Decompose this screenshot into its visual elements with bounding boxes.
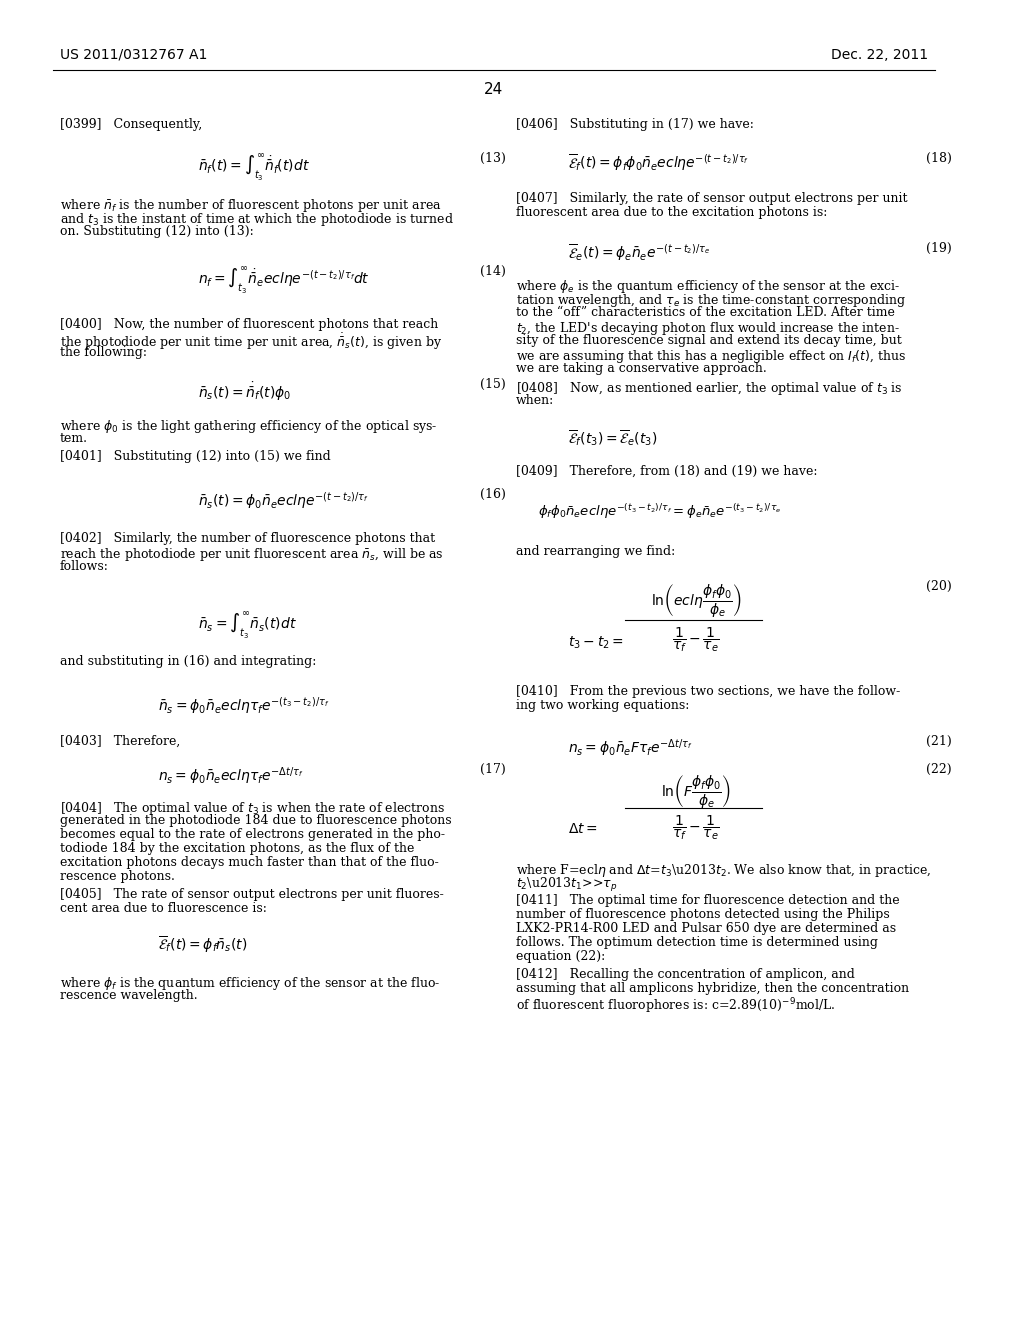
Text: where F=ecl$\eta$ and $\Delta t$=$t_3$\u2013$t_2$. We also know that, in practic: where F=ecl$\eta$ and $\Delta t$=$t_3$\u… xyxy=(516,862,932,879)
Text: tem.: tem. xyxy=(59,432,88,445)
Text: rescence wavelength.: rescence wavelength. xyxy=(59,989,198,1002)
Text: (21): (21) xyxy=(926,735,951,748)
Text: $t_2$\u2013$t_1$>>$\tau_p$: $t_2$\u2013$t_1$>>$\tau_p$ xyxy=(516,876,617,894)
Text: sity of the fluorescence signal and extend its decay time, but: sity of the fluorescence signal and exte… xyxy=(516,334,902,347)
Text: $n_s = \phi_0 \bar{n}_e F\tau_f e^{-\Delta t/\tau_f}$: $n_s = \phi_0 \bar{n}_e F\tau_f e^{-\Del… xyxy=(568,737,692,759)
Text: when:: when: xyxy=(516,393,554,407)
Text: [0412]   Recalling the concentration of amplicon, and: [0412] Recalling the concentration of am… xyxy=(516,968,855,981)
Text: [0399]   Consequently,: [0399] Consequently, xyxy=(59,117,202,131)
Text: Dec. 22, 2011: Dec. 22, 2011 xyxy=(830,48,928,62)
Text: where $\phi_0$ is the light gathering efficiency of the optical sys-: where $\phi_0$ is the light gathering ef… xyxy=(59,418,437,436)
Text: cent area due to fluorescence is:: cent area due to fluorescence is: xyxy=(59,902,266,915)
Text: rescence photons.: rescence photons. xyxy=(59,870,175,883)
Text: [0406]   Substituting in (17) we have:: [0406] Substituting in (17) we have: xyxy=(516,117,754,131)
Text: [0400]   Now, the number of fluorescent photons that reach: [0400] Now, the number of fluorescent ph… xyxy=(59,318,438,331)
Text: (17): (17) xyxy=(480,763,506,776)
Text: $\ln\!\left(ecl\eta\dfrac{\phi_f\phi_0}{\phi_e}\right)$: $\ln\!\left(ecl\eta\dfrac{\phi_f\phi_0}{… xyxy=(651,582,741,619)
Text: the photodiode per unit time per unit area, $\dot{\bar{n}}_s(t)$, is given by: the photodiode per unit time per unit ar… xyxy=(59,333,442,352)
Text: $t_3 - t_2 = $: $t_3 - t_2 = $ xyxy=(568,635,624,651)
Text: (13): (13) xyxy=(480,152,506,165)
Text: equation (22):: equation (22): xyxy=(516,950,605,964)
Text: becomes equal to the rate of electrons generated in the pho-: becomes equal to the rate of electrons g… xyxy=(59,828,444,841)
Text: (14): (14) xyxy=(480,265,506,279)
Text: $\bar{n}_s(t) = \phi_0 \bar{n}_e ecl\eta e^{-(t-t_2)/\tau_f}$: $\bar{n}_s(t) = \phi_0 \bar{n}_e ecl\eta… xyxy=(198,490,369,511)
Text: $\phi_f \phi_0 \bar{n}_e ecl\eta e^{-(t_3-t_2)/\tau_f} = \phi_e \bar{n}_e e^{-(t: $\phi_f \phi_0 \bar{n}_e ecl\eta e^{-(t_… xyxy=(539,502,781,521)
Text: [0401]   Substituting (12) into (15) we find: [0401] Substituting (12) into (15) we fi… xyxy=(59,450,331,463)
Text: $\overline{\mathcal{E}}_f(t_3) = \overline{\mathcal{E}}_e(t_3)$: $\overline{\mathcal{E}}_f(t_3) = \overli… xyxy=(568,428,657,447)
Text: [0402]   Similarly, the number of fluorescence photons that: [0402] Similarly, the number of fluoresc… xyxy=(59,532,435,545)
Text: $\bar{n}_s = \int_{t_3}^{\infty} \bar{n}_s(t)dt$: $\bar{n}_s = \int_{t_3}^{\infty} \bar{n}… xyxy=(198,610,296,640)
Text: $\Delta t = $: $\Delta t = $ xyxy=(568,822,598,836)
Text: (22): (22) xyxy=(926,763,951,776)
Text: number of fluorescence photons detected using the Philips: number of fluorescence photons detected … xyxy=(516,908,890,921)
Text: [0409]   Therefore, from (18) and (19) we have:: [0409] Therefore, from (18) and (19) we … xyxy=(516,465,817,478)
Text: assuming that all amplicons hybridize, then the concentration: assuming that all amplicons hybridize, t… xyxy=(516,982,909,995)
Text: $\dfrac{1}{\tau_f} - \dfrac{1}{\tau_e}$: $\dfrac{1}{\tau_f} - \dfrac{1}{\tau_e}$ xyxy=(673,813,720,842)
Text: follows:: follows: xyxy=(59,560,109,573)
Text: LXK2-PR14-R00 LED and Pulsar 650 dye are determined as: LXK2-PR14-R00 LED and Pulsar 650 dye are… xyxy=(516,921,896,935)
Text: $\bar{n}_f(t) = \int_{t_3}^{\infty} \dot{\bar{n}}_f(t)dt$: $\bar{n}_f(t) = \int_{t_3}^{\infty} \dot… xyxy=(198,152,309,182)
Text: ing two working equations:: ing two working equations: xyxy=(516,700,689,711)
Text: we are assuming that this has a negligible effect on $I_f(t)$, thus: we are assuming that this has a negligib… xyxy=(516,348,906,366)
Text: the following:: the following: xyxy=(59,346,146,359)
Text: $t_2$, the LED's decaying photon flux would increase the inten-: $t_2$, the LED's decaying photon flux wo… xyxy=(516,319,900,337)
Text: fluorescent area due to the excitation photons is:: fluorescent area due to the excitation p… xyxy=(516,206,827,219)
Text: [0405]   The rate of sensor output electrons per unit fluores-: [0405] The rate of sensor output electro… xyxy=(59,888,443,902)
Text: follows. The optimum detection time is determined using: follows. The optimum detection time is d… xyxy=(516,936,878,949)
Text: $\overline{\mathcal{E}}_f(t) = \phi_f \bar{n}_s(t)$: $\overline{\mathcal{E}}_f(t) = \phi_f \b… xyxy=(158,935,248,956)
Text: $\overline{\mathcal{E}}_f(t) = \phi_f \phi_0 \bar{n}_e ecl\eta e^{-(t-t_2)/\tau_: $\overline{\mathcal{E}}_f(t) = \phi_f \p… xyxy=(568,152,749,173)
Text: generated in the photodiode 184 due to fluorescence photons: generated in the photodiode 184 due to f… xyxy=(59,814,452,828)
Text: $\bar{n}_s = \phi_0 \bar{n}_e ecl\eta \tau_f e^{-(t_3-t_2)/\tau_f}$: $\bar{n}_s = \phi_0 \bar{n}_e ecl\eta \t… xyxy=(158,696,330,715)
Text: excitation photons decays much faster than that of the fluo-: excitation photons decays much faster th… xyxy=(59,855,438,869)
Text: (19): (19) xyxy=(926,242,951,255)
Text: (20): (20) xyxy=(926,579,951,593)
Text: [0410]   From the previous two sections, we have the follow-: [0410] From the previous two sections, w… xyxy=(516,685,900,698)
Text: on. Substituting (12) into (13):: on. Substituting (12) into (13): xyxy=(59,224,254,238)
Text: (15): (15) xyxy=(480,378,506,391)
Text: we are taking a conservative approach.: we are taking a conservative approach. xyxy=(516,362,767,375)
Text: of fluorescent fluorophores is: c=2.89(10)$^{-9}$mol/L.: of fluorescent fluorophores is: c=2.89(1… xyxy=(516,997,836,1015)
Text: [0403]   Therefore,: [0403] Therefore, xyxy=(59,735,180,748)
Text: where $\phi_f$ is the quantum efficiency of the sensor at the fluo-: where $\phi_f$ is the quantum efficiency… xyxy=(59,975,440,993)
Text: [0408]   Now, as mentioned earlier, the optimal value of $t_3$ is: [0408] Now, as mentioned earlier, the op… xyxy=(516,380,903,397)
Text: and substituting in (16) and integrating:: and substituting in (16) and integrating… xyxy=(59,655,316,668)
Text: 24: 24 xyxy=(484,82,504,96)
Text: [0411]   The optimal time for fluorescence detection and the: [0411] The optimal time for fluorescence… xyxy=(516,894,900,907)
Text: tation wavelength, and $\tau_e$ is the time-constant corresponding: tation wavelength, and $\tau_e$ is the t… xyxy=(516,292,906,309)
Text: $\bar{n}_s(t) = \dot{\bar{n}}_f(t)\phi_0$: $\bar{n}_s(t) = \dot{\bar{n}}_f(t)\phi_0… xyxy=(198,380,291,403)
Text: $n_s = \phi_0 \bar{n}_e ecl\eta \tau_f e^{-\Delta t/\tau_f}$: $n_s = \phi_0 \bar{n}_e ecl\eta \tau_f e… xyxy=(158,766,303,787)
Text: $n_f = \int_{t_3}^{\infty} \dot{\bar{n}}_e ecl\eta e^{-(t-t_2)/\tau_f} dt$: $n_f = \int_{t_3}^{\infty} \dot{\bar{n}}… xyxy=(198,265,370,296)
Text: [0404]   The optimal value of $t_3$ is when the rate of electrons: [0404] The optimal value of $t_3$ is whe… xyxy=(59,800,444,817)
Text: reach the photodiode per unit fluorescent area $\bar{n}_s$, will be as: reach the photodiode per unit fluorescen… xyxy=(59,546,443,564)
Text: $\dfrac{1}{\tau_f} - \dfrac{1}{\tau_e}$: $\dfrac{1}{\tau_f} - \dfrac{1}{\tau_e}$ xyxy=(673,624,720,653)
Text: $\ln\!\left(F\dfrac{\phi_f\phi_0}{\phi_e}\right)$: $\ln\!\left(F\dfrac{\phi_f\phi_0}{\phi_e… xyxy=(662,774,731,810)
Text: where $\bar{n}_f$ is the number of fluorescent photons per unit area: where $\bar{n}_f$ is the number of fluor… xyxy=(59,197,441,214)
Text: (16): (16) xyxy=(480,488,506,502)
Text: todiode 184 by the excitation photons, as the flux of the: todiode 184 by the excitation photons, a… xyxy=(59,842,414,855)
Text: and $t_3$ is the instant of time at which the photodiode is turned: and $t_3$ is the instant of time at whic… xyxy=(59,211,454,228)
Text: where $\phi_e$ is the quantum efficiency of the sensor at the exci-: where $\phi_e$ is the quantum efficiency… xyxy=(516,279,900,294)
Text: [0407]   Similarly, the rate of sensor output electrons per unit: [0407] Similarly, the rate of sensor out… xyxy=(516,191,907,205)
Text: to the “off” characteristics of the excitation LED. After time: to the “off” characteristics of the exci… xyxy=(516,306,895,319)
Text: (18): (18) xyxy=(926,152,951,165)
Text: US 2011/0312767 A1: US 2011/0312767 A1 xyxy=(59,48,207,62)
Text: and rearranging we find:: and rearranging we find: xyxy=(516,545,675,558)
Text: $\overline{\mathcal{E}}_e(t) = \phi_e \bar{n}_e e^{-(t-t_2)/\tau_e}$: $\overline{\mathcal{E}}_e(t) = \phi_e \b… xyxy=(568,242,711,263)
